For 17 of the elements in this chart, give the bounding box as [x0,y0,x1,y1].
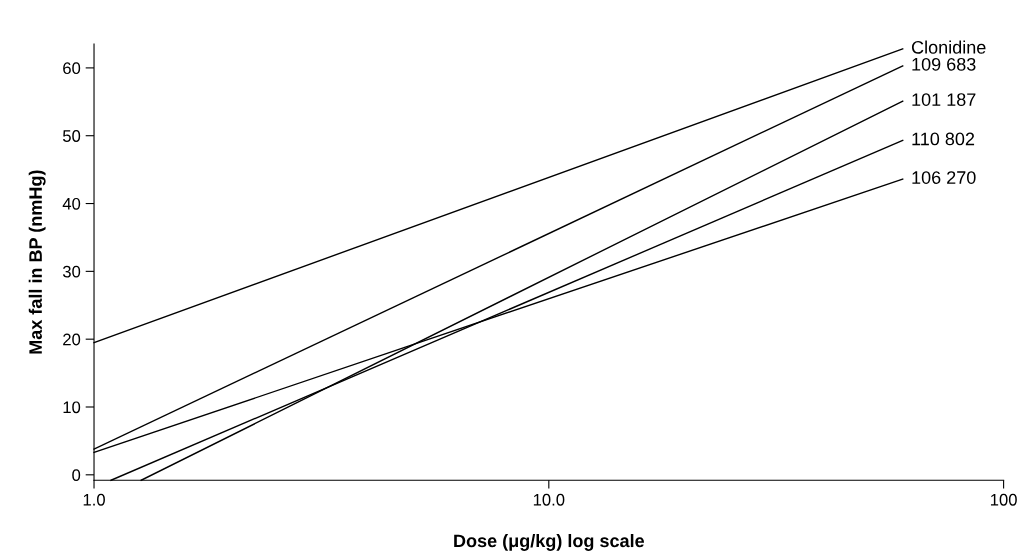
y-tick-label: 50 [62,130,81,142]
series-label: 110 802 [912,132,975,146]
y-tick-label: 60 [63,62,81,75]
series-label: Clonidine [911,40,986,54]
y-tick-label: 0 [72,469,81,482]
y-tick-label: 40 [62,197,81,210]
x-tick-label: 1.0 [83,493,105,506]
series-label: 106 270 [912,171,976,184]
y-tick-label: 10 [63,401,81,414]
series-label: 101 187 [912,93,976,106]
y-tick-label: 30 [62,265,81,278]
y-axis-title: Max fall in BP (nmHg) [28,170,46,354]
y-tick-label: 20 [63,333,81,346]
x-tick-label: 10.0 [533,493,565,506]
x-tick-label: 100 [990,493,1017,506]
x-axis-title: Dose (μg/kg) log scale [454,533,645,551]
series-label: 109 683 [912,57,976,71]
